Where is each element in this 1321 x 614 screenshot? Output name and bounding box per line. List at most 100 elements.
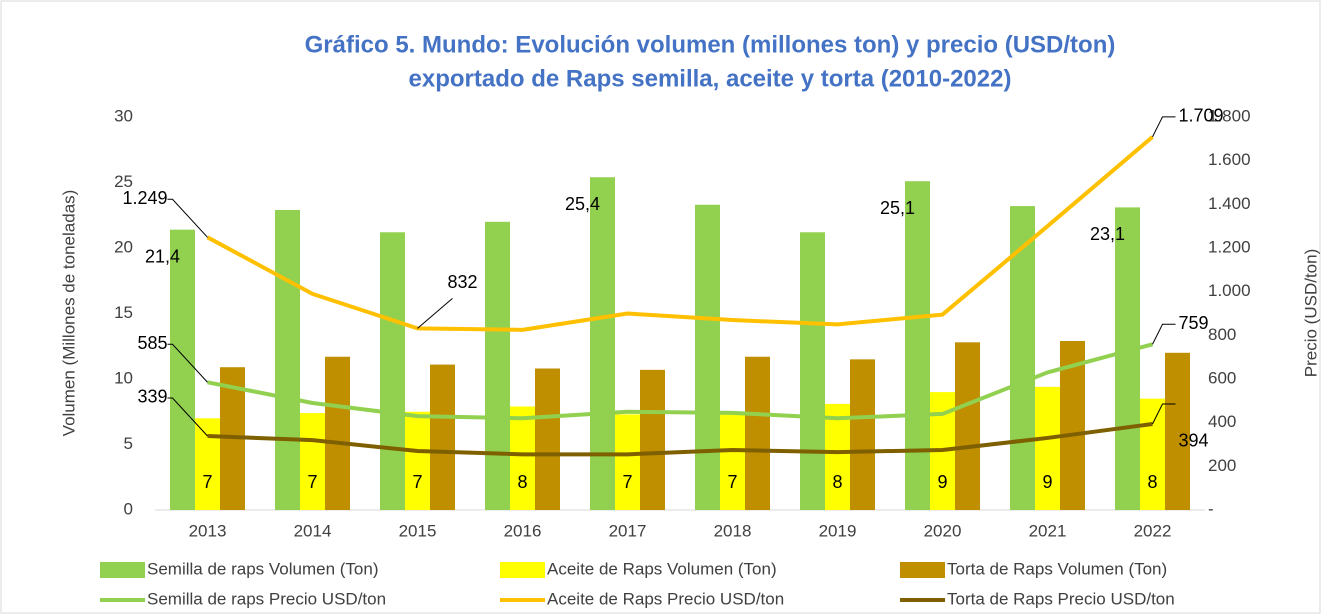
y2-tick-label: 600 xyxy=(1208,368,1236,387)
legend-label: Aceite de Raps Precio USD/ton xyxy=(547,589,784,608)
bar xyxy=(405,411,430,510)
leader-line xyxy=(1152,403,1176,425)
x-tick-label: 2013 xyxy=(189,521,227,540)
bar xyxy=(825,403,850,510)
x-tick-label: 2021 xyxy=(1029,521,1067,540)
y-tick-label: 10 xyxy=(114,368,133,387)
legend-swatch xyxy=(500,562,545,578)
x-tick-label: 2017 xyxy=(609,521,647,540)
line xyxy=(206,135,1154,332)
bar xyxy=(1165,352,1190,510)
bar xyxy=(720,414,745,510)
data-label: 8 xyxy=(832,472,842,492)
data-label: 7 xyxy=(622,472,632,492)
data-label: 585 xyxy=(137,333,167,353)
bar xyxy=(615,414,640,510)
data-label: 8 xyxy=(517,472,527,492)
legend-swatch xyxy=(100,562,145,578)
y-tick-label: 15 xyxy=(114,303,133,322)
x-tick-label: 2018 xyxy=(714,521,752,540)
bar xyxy=(695,204,720,510)
leader-line xyxy=(167,397,208,437)
y-tick-label: 20 xyxy=(114,237,133,256)
y2-tick-label: - xyxy=(1208,499,1214,518)
y2-axis-title: Precio (USD/ton) xyxy=(1301,249,1320,377)
data-label: 8 xyxy=(1147,472,1157,492)
x-tick-label: 2014 xyxy=(294,521,332,540)
legend-label: Torta de Raps Precio USD/ton xyxy=(947,589,1175,608)
y2-tick-label: 1.800 xyxy=(1208,106,1251,125)
bar xyxy=(300,413,325,510)
line xyxy=(207,342,1154,421)
y-axis-title: Volumen (Millones de toneladas) xyxy=(59,190,78,437)
y-tick-label: 25 xyxy=(114,172,133,191)
y2-tick-label: 1.200 xyxy=(1208,237,1251,256)
data-label: 25,4 xyxy=(565,194,600,214)
data-label: 23,1 xyxy=(1090,224,1125,244)
leader-line xyxy=(167,343,208,383)
legend-label: Torta de Raps Volumen (Ton) xyxy=(947,559,1167,578)
y2-tick-label: 1.000 xyxy=(1208,281,1251,300)
leader-line xyxy=(167,198,208,238)
data-label: 7 xyxy=(412,472,422,492)
data-label: 1.709 xyxy=(1179,106,1224,126)
data-label: 394 xyxy=(1179,431,1209,451)
bar xyxy=(275,210,300,510)
y-tick-label: 0 xyxy=(124,499,133,518)
bar xyxy=(195,418,220,510)
bar xyxy=(170,229,195,510)
bar xyxy=(380,232,405,510)
y-tick-label: 30 xyxy=(114,106,133,125)
data-label: 339 xyxy=(137,387,167,407)
bar xyxy=(850,359,875,510)
bar xyxy=(1010,206,1035,510)
leader-line xyxy=(417,297,453,329)
data-label: 9 xyxy=(1042,472,1052,492)
data-label: 759 xyxy=(1179,313,1209,333)
bar xyxy=(640,369,665,510)
leader-line xyxy=(1152,323,1176,345)
bar xyxy=(1140,398,1165,510)
bar xyxy=(590,177,615,510)
x-tick-label: 2022 xyxy=(1134,521,1172,540)
y2-tick-label: 800 xyxy=(1208,325,1236,344)
data-label: 9 xyxy=(937,472,947,492)
data-label: 25,1 xyxy=(880,198,915,218)
y2-tick-label: 1.600 xyxy=(1208,150,1251,169)
bar xyxy=(535,368,560,510)
legend-swatch xyxy=(900,562,945,578)
x-tick-label: 2015 xyxy=(399,521,437,540)
chart-title: exportado de Raps semilla, aceite y tort… xyxy=(409,65,1012,92)
x-tick-label: 2019 xyxy=(819,521,857,540)
data-label: 7 xyxy=(202,472,212,492)
chart-title: Gráfico 5. Mundo: Evolución volumen (mil… xyxy=(305,31,1116,58)
data-label: 832 xyxy=(447,272,477,292)
data-label: 1.249 xyxy=(122,188,167,208)
legend-label: Aceite de Raps Volumen (Ton) xyxy=(547,559,777,578)
bar xyxy=(430,364,455,510)
data-label: 7 xyxy=(307,472,317,492)
bar xyxy=(1115,207,1140,510)
bar xyxy=(800,232,825,510)
bar xyxy=(1035,386,1060,510)
leader-line xyxy=(1152,116,1176,138)
bar xyxy=(745,356,770,510)
y2-tick-label: 1.400 xyxy=(1208,194,1251,213)
legend-label: Semilla de raps Volumen (Ton) xyxy=(147,559,379,578)
y-tick-label: 5 xyxy=(124,434,133,453)
y2-tick-label: 400 xyxy=(1208,412,1236,431)
bar xyxy=(955,342,980,510)
data-label: 21,4 xyxy=(145,246,180,266)
legend-label: Semilla de raps Precio USD/ton xyxy=(147,589,386,608)
bar xyxy=(485,221,510,511)
y2-tick-label: 200 xyxy=(1208,456,1236,475)
data-label: 7 xyxy=(727,472,737,492)
bar xyxy=(905,181,930,510)
x-tick-label: 2016 xyxy=(504,521,542,540)
x-tick-label: 2020 xyxy=(924,521,962,540)
bar xyxy=(325,356,350,510)
line xyxy=(207,421,1153,457)
bar xyxy=(510,406,535,510)
